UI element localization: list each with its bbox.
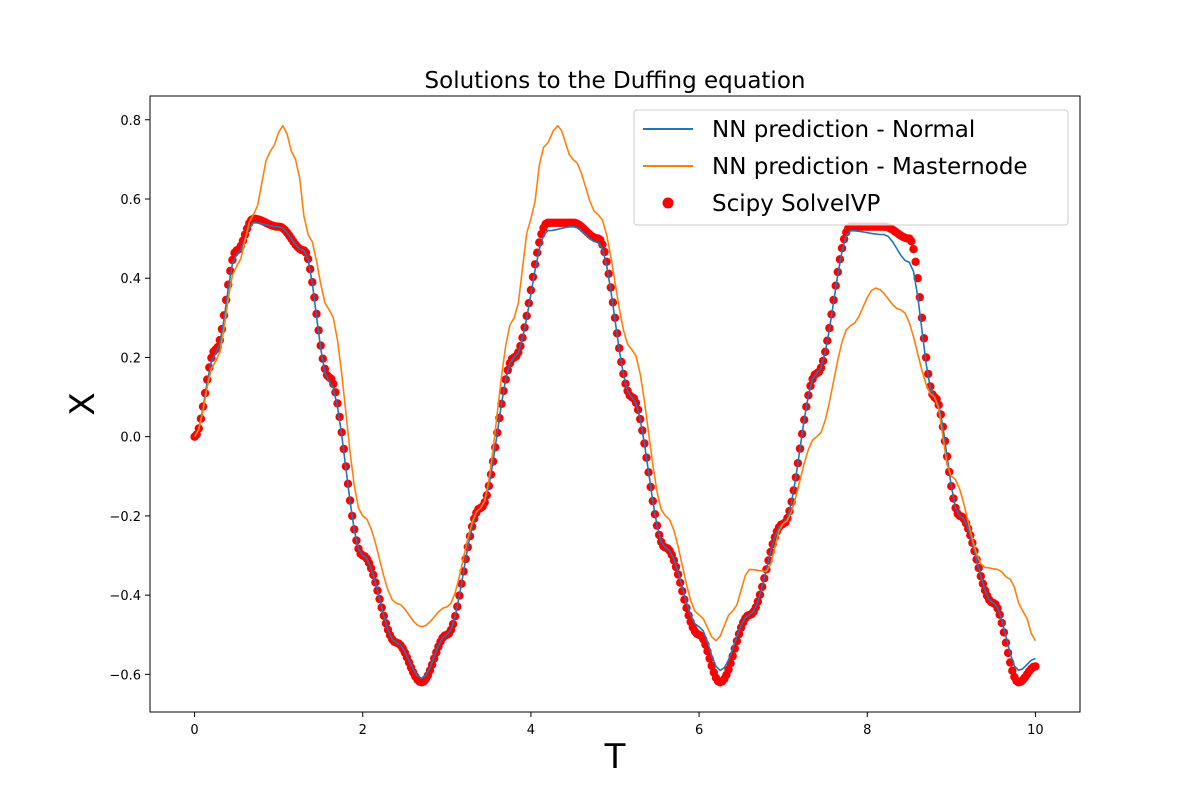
x-axis-label: T	[604, 737, 626, 777]
x-tick-label: 6	[695, 723, 703, 738]
legend-label: NN prediction - Masternode	[712, 154, 1028, 180]
scatter-point	[907, 237, 916, 246]
scatter-point	[911, 257, 920, 266]
series-line	[193, 222, 1036, 680]
plot-series	[190, 124, 1040, 687]
y-tick-label: −0.2	[109, 510, 141, 525]
legend: NN prediction - Normal NN prediction - Ma…	[633, 109, 1069, 226]
plot-frame	[149, 95, 1081, 713]
series-line	[193, 124, 1037, 642]
y-axis-label: X	[63, 392, 103, 415]
y-tick-label: 0.0	[120, 431, 141, 446]
legend-label: NN prediction - Normal	[712, 117, 975, 143]
scatter-point	[707, 661, 716, 671]
scatter-point	[724, 665, 733, 674]
y-tick-label: 0.2	[120, 351, 141, 366]
scatter-point	[226, 266, 235, 276]
scatter-point	[1031, 662, 1040, 671]
y-tick-label: 0.8	[120, 114, 141, 129]
scatter-point	[909, 245, 918, 254]
x-tick-label: 2	[359, 723, 367, 738]
y-tick-label: 0.6	[120, 193, 141, 208]
x-axis: 0 2 4 6 8 10	[190, 712, 1044, 738]
scatter-point	[917, 313, 927, 322]
scatter-point	[919, 334, 929, 343]
y-tick-label: −0.4	[109, 589, 141, 604]
chart-title: Solutions to the Duffing equation	[425, 68, 806, 94]
y-tick-label: −0.6	[109, 668, 141, 683]
x-tick-label: 10	[1027, 723, 1044, 738]
y-axis: −0.6 −0.4 −0.2 0.0 0.2 0.4 0.6 0.8	[109, 114, 150, 683]
legend-label: Scipy SolveIVP	[712, 191, 880, 217]
x-tick-label: 0	[190, 723, 198, 738]
x-tick-label: 4	[527, 723, 535, 738]
legend-marker	[662, 197, 674, 209]
scatter-point	[528, 272, 538, 282]
x-tick-label: 8	[863, 723, 871, 738]
y-tick-label: 0.4	[120, 272, 141, 287]
legend-box	[633, 109, 1069, 226]
scatter-point	[329, 379, 338, 389]
